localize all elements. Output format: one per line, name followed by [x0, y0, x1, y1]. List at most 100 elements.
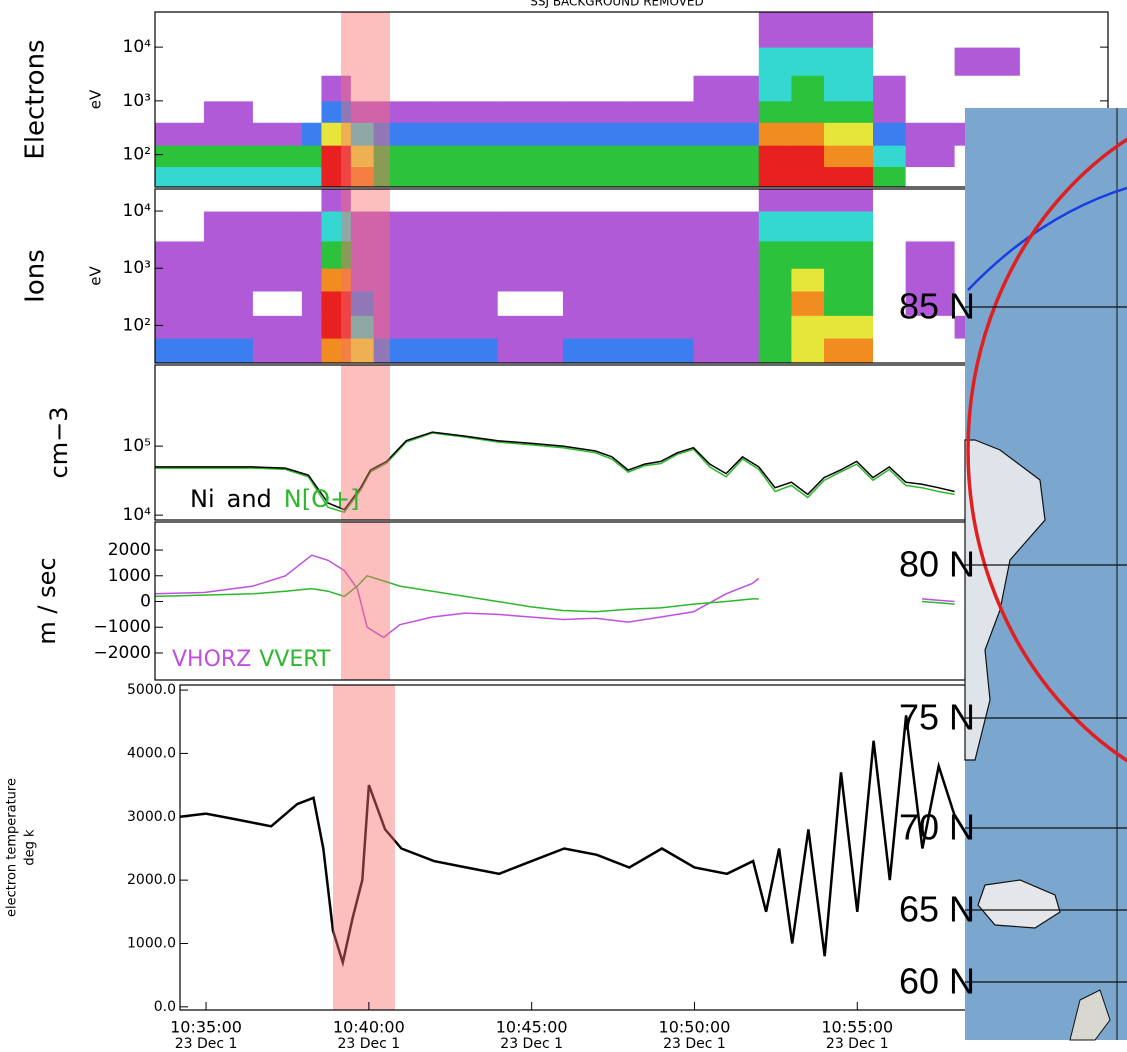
y-axis-label: cm−3: [45, 407, 73, 479]
heat-cell: [155, 290, 205, 316]
heat-cell: [824, 315, 874, 339]
heat-cell: [252, 122, 303, 146]
panel: 10² 10³ 10⁴ Ions eV: [21, 188, 1109, 364]
heat-cell: [562, 338, 629, 363]
heat-cell: [155, 122, 205, 146]
heat-cell: [203, 189, 254, 212]
panel: −2000 −1000 0 1000 2000 m / sec VHORZ VVERT: [33, 521, 1109, 681]
heat-cell: [301, 75, 322, 102]
heat-cell: [562, 240, 629, 269]
heat-cell: [693, 189, 760, 212]
legend: VHORZ VVERT: [172, 647, 331, 672]
heat-cell: [905, 211, 956, 242]
heat-cell: [321, 122, 352, 146]
heat-cell: [824, 240, 874, 269]
heat-cell: [791, 189, 825, 212]
y-axis-unit: eV: [87, 89, 105, 109]
panel-frame: [154, 11, 1109, 188]
heat-cell: [301, 268, 322, 292]
heat-cell: [321, 290, 352, 316]
heat-cell: [497, 166, 564, 187]
x-tick-sublabel: 23 Dec 1: [663, 1036, 726, 1052]
heat-cell: [497, 211, 564, 242]
heat-cell: [791, 12, 825, 48]
heat-cell: [791, 290, 825, 316]
heat-cell: [301, 145, 322, 168]
heat-cell: [350, 240, 375, 269]
heat-cell: [432, 145, 499, 168]
heat-cell: [954, 75, 1021, 102]
heat-cell: [873, 47, 907, 76]
heat-cell: [321, 211, 352, 242]
heat-cell: [321, 145, 352, 168]
heat-cell: [693, 315, 760, 339]
heat-cell: [373, 75, 433, 102]
heat-cell: [758, 338, 792, 363]
heat-cell: [693, 12, 760, 48]
heat-cell: [693, 211, 760, 242]
heat-cell: [824, 338, 874, 363]
heat-cell: [155, 315, 205, 339]
heat-cell: [905, 145, 956, 168]
heat-cell: [824, 47, 874, 76]
heat-cell: [432, 75, 499, 102]
highlight-band: [341, 522, 390, 680]
heat-cell: [873, 290, 907, 316]
heat-cell: [373, 145, 433, 168]
heat-cell: [252, 166, 303, 187]
heat-cell: [252, 240, 303, 269]
chart-title: SSJ BACKGROUND REMOVED: [530, 0, 704, 9]
heat-cell: [562, 100, 629, 123]
highlight-band: [341, 365, 390, 520]
heat-cell: [373, 12, 433, 48]
heat-cell: [562, 290, 629, 316]
y-tick-label: 10³: [123, 258, 151, 278]
y-tick-label: −2000: [93, 643, 151, 663]
heat-cell: [252, 47, 303, 76]
y-tick-label: 10²: [123, 145, 151, 165]
heat-cell: [873, 100, 907, 123]
coverage-circle: [966, 137, 1127, 763]
panel: 0.0 1000.0 2000.0 3000.0 4000.0 5000.0 electro…: [5, 682, 1109, 1052]
heat-cell: [628, 166, 695, 187]
map-land: [964, 439, 1046, 761]
legend-entry: N[O+]: [284, 485, 360, 513]
heat-cell: [693, 122, 760, 146]
y-tick-label: −1000: [93, 617, 151, 637]
heat-cell: [155, 12, 205, 48]
heat-cell: [497, 47, 564, 76]
heat-cell: [954, 47, 1021, 76]
heat-cell: [203, 240, 254, 269]
legend-joiner: and: [227, 485, 272, 513]
heat-cell: [350, 145, 375, 168]
heat-cell: [758, 290, 792, 316]
latitude-label: 60 N: [899, 961, 975, 1002]
heat-cell: [203, 211, 254, 242]
y-tick-label: 3000.0: [127, 809, 176, 825]
heat-cell: [497, 290, 564, 316]
y-axis-label: m / sec: [33, 557, 61, 644]
heat-cell: [628, 100, 695, 123]
y-tick-label: 10²: [123, 315, 151, 335]
series-line: [180, 715, 957, 968]
heat-cell: [350, 189, 375, 212]
highlight-band: [341, 189, 390, 363]
heat-cell: [497, 145, 564, 168]
heat-cell: [905, 75, 956, 102]
heat-cell: [252, 315, 303, 339]
heat-cell: [321, 47, 352, 76]
heat-cell: [373, 122, 433, 146]
heat-cell: [350, 122, 375, 146]
heat-cell: [373, 189, 433, 212]
heat-cell: [432, 47, 499, 76]
heat-cell: [791, 47, 825, 76]
latitude-label: 80 N: [899, 544, 975, 585]
heat-cell: [203, 315, 254, 339]
heat-cell: [203, 47, 254, 76]
heat-cell: [155, 240, 205, 269]
heat-cell: [301, 338, 322, 363]
heat-cell: [905, 122, 956, 146]
heat-cell: [497, 12, 564, 48]
heat-cell: [873, 189, 907, 212]
orbit-track: [967, 186, 1127, 291]
